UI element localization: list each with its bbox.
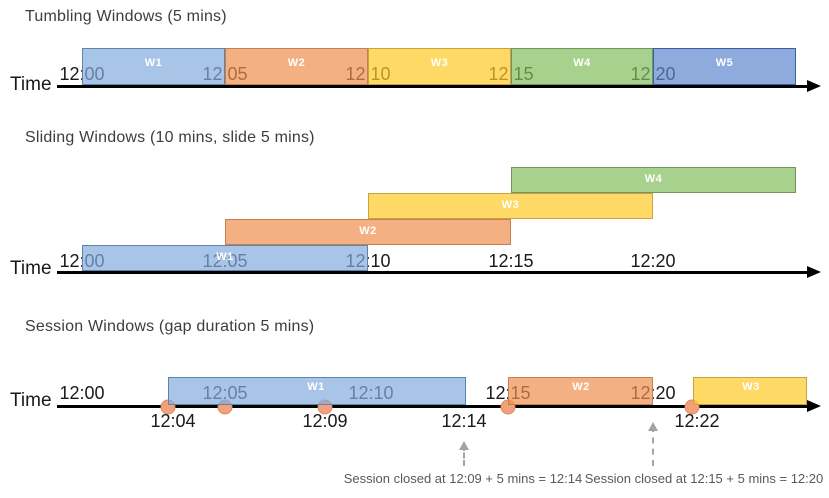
window-box-w1: W1 — [82, 245, 368, 271]
window-box-w3: W3 — [368, 193, 653, 219]
tick-label: 12:00 — [59, 383, 105, 403]
axis-arrowhead-icon — [807, 80, 821, 92]
axis-arrowhead-icon — [807, 400, 821, 412]
window-label: W1 — [307, 381, 325, 393]
time-axis-line — [57, 400, 821, 412]
event-time-label: 12:09 — [302, 411, 348, 431]
dashed-arrow-up-icon — [459, 441, 469, 466]
window-label: W5 — [715, 57, 734, 69]
window-box-w2: W2 — [225, 48, 368, 85]
section-title-sliding: Sliding Windows (10 mins, slide 5 mins) — [25, 129, 315, 146]
time-axis-line — [57, 266, 821, 278]
window-box-w2: W2 — [508, 377, 653, 405]
time-axis-label: Time — [10, 390, 52, 411]
window-box-w1: W1 — [168, 377, 466, 405]
time-axis-label: Time — [10, 258, 52, 279]
window-label: W3 — [742, 381, 760, 393]
window-box-w1: W1 — [82, 48, 225, 85]
window-label: W3 — [501, 199, 520, 211]
axis-arrowhead-icon — [807, 266, 821, 278]
event-time-label: 12:04 — [150, 411, 196, 431]
window-box-w3: W3 — [368, 48, 511, 85]
tick-label: 12:15 — [488, 251, 534, 271]
tick-label: 12:20 — [630, 251, 676, 271]
window-label: W2 — [359, 225, 377, 237]
window-box-w3: W3 — [693, 377, 807, 405]
session-closed-annotation: Session closed at 12:09 + 5 mins = 12:14 — [343, 471, 583, 486]
event-time-label: 12:22 — [674, 411, 720, 431]
window-label: W4 — [644, 173, 663, 185]
window-box-w4: W4 — [511, 48, 653, 85]
window-box-w4: W4 — [511, 167, 796, 193]
window-label: W2 — [287, 57, 306, 69]
window-label: W3 — [430, 57, 449, 69]
arrow-up-head-icon — [459, 436, 469, 450]
window-label: W1 — [216, 251, 234, 263]
window-box-w5: W5 — [653, 48, 796, 85]
window-label: W2 — [572, 381, 590, 393]
section-title-session: Session Windows (gap duration 5 mins) — [25, 318, 315, 335]
section-title-tumbling: Tumbling Windows (5 mins) — [25, 8, 227, 25]
dashed-arrow-up-icon — [648, 422, 658, 466]
event-time-label: 12:14 — [441, 411, 487, 431]
session-closed-annotation: Session closed at 12:15 + 5 mins = 12:20 — [584, 471, 824, 486]
arrow-up-head-icon — [648, 417, 658, 431]
window-label: W4 — [573, 57, 591, 69]
time-axis-line — [57, 80, 821, 92]
window-box-w2: W2 — [225, 219, 511, 245]
time-axis-label: Time — [10, 74, 52, 95]
window-label: W1 — [144, 57, 163, 69]
